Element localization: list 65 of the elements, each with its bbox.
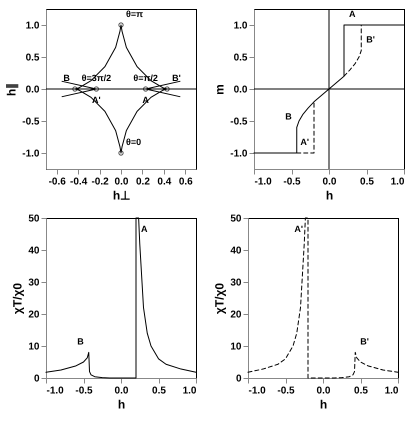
x-tick-label: -0.4 [70, 176, 88, 188]
x-tick-label: -0.6 [48, 176, 66, 188]
x-axis-title: h [320, 398, 328, 412]
x-tick-label: -1.0 [254, 176, 272, 188]
y-tick-label: 10 [230, 342, 242, 352]
y-tick-label: 0.5 [234, 52, 248, 64]
x-axis-title: h [326, 188, 334, 202]
x-tick-label: 0.0 [114, 386, 129, 396]
y-tick-label: 1.0 [234, 20, 248, 32]
x-tick-label: 0.6 [178, 176, 194, 188]
y-tick-label: 40 [28, 246, 40, 256]
y-tick-label: 30 [28, 278, 40, 288]
x-tick-label: -0.5 [277, 386, 296, 396]
y-tick-label: 50 [230, 214, 242, 224]
annotation: A [142, 95, 150, 105]
x-tick-label: 0.0 [322, 176, 337, 188]
x-tick-label: 0.5 [354, 386, 368, 396]
annotation: A' [300, 137, 309, 147]
annotation: θ=π [126, 9, 144, 19]
annotation: B' [172, 73, 181, 83]
y-tick-label: 0 [236, 374, 242, 384]
y-tick-label: 0.0 [26, 84, 40, 96]
x-tick-label: 0.2 [136, 176, 150, 188]
annotation: B [63, 73, 70, 83]
y-tick-label: 50 [28, 214, 40, 224]
annotation: θ=0 [126, 137, 142, 147]
y-tick-label: -0.5 [22, 116, 40, 128]
x-tick-label: 0.0 [114, 176, 129, 188]
x-tick-label: 1.0 [390, 176, 405, 188]
y-tick-label: 40 [230, 246, 242, 256]
y-axis-title: m [212, 84, 226, 95]
y-tick-label: 10 [28, 342, 40, 352]
x-tick-label: -1.0 [248, 386, 266, 396]
y-tick-label: 1.0 [26, 20, 40, 32]
annotation: A' [294, 224, 303, 234]
x-tick-label: -0.5 [283, 176, 302, 188]
y-axis-title: h∥ [4, 82, 18, 96]
y-tick-label: -0.5 [230, 116, 248, 128]
x-tick-label: 0.0 [316, 386, 331, 396]
y-tick-label: -1.0 [230, 148, 248, 160]
y-tick-label: -1.0 [22, 148, 40, 160]
y-tick-label: 0.0 [234, 84, 248, 96]
annotation: B [77, 336, 84, 346]
x-tick-label: -0.2 [91, 176, 110, 188]
y-tick-label: 0 [34, 374, 40, 384]
annotation: B' [366, 34, 375, 45]
x-tick-label: -0.5 [75, 386, 94, 396]
x-tick-label: 0.5 [152, 386, 166, 396]
annotation: B' [360, 336, 369, 346]
y-axis-title: χT/χ0 [212, 282, 226, 314]
x-axis-title: h [118, 398, 126, 412]
x-tick-label: 0.4 [157, 176, 172, 188]
x-tick-label: -1.0 [46, 386, 64, 396]
y-tick-label: 20 [28, 310, 40, 320]
y-axis-title: χT/χ0 [10, 282, 24, 314]
x-tick-label: 0.5 [360, 176, 374, 188]
x-tick-label: 1.0 [384, 386, 399, 396]
annotation: A [141, 224, 148, 234]
x-axis-title: h⊥ [112, 188, 130, 202]
y-tick-label: 0.5 [26, 52, 40, 64]
annotation: B [285, 111, 292, 122]
x-tick-label: 1.0 [182, 386, 197, 396]
y-tick-label: 30 [230, 278, 242, 288]
y-tick-label: 20 [230, 310, 242, 320]
annotation: A [349, 9, 356, 19]
